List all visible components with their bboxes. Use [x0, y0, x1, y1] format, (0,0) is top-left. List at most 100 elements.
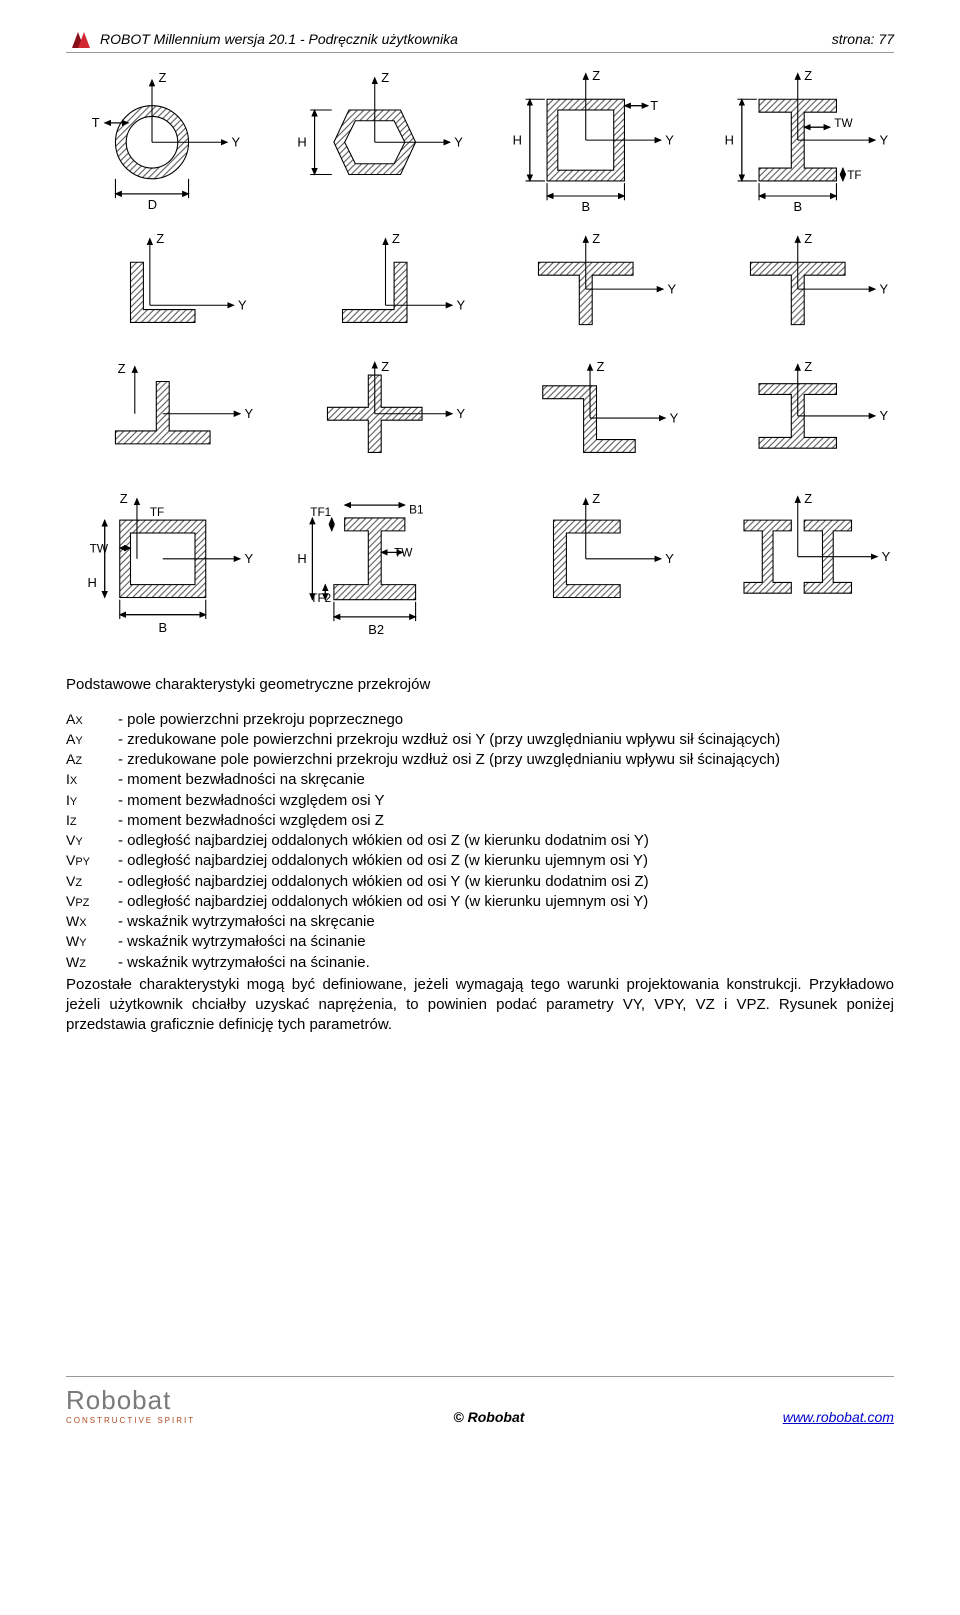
diagram-channel: ZY [489, 490, 683, 651]
svg-text:H: H [88, 575, 97, 590]
diagram-tee-b: ZY [701, 230, 895, 348]
definition-symbol: IY [66, 791, 118, 811]
svg-text:Y: Y [665, 132, 674, 147]
svg-text:TF1: TF1 [310, 505, 331, 519]
definition-row: AX- pole powierzchni przekroju poprzeczn… [66, 710, 894, 730]
footer-brand: Robobat CONSTRUCTIVE SPIRIT [66, 1383, 195, 1427]
svg-text:Y: Y [879, 132, 888, 147]
svg-text:Z: Z [391, 230, 399, 245]
diagram-tee-a: ZY [489, 230, 683, 348]
definition-row: AZ- zredukowane pole powierzchni przekro… [66, 750, 894, 770]
svg-text:Y: Y [232, 135, 241, 150]
svg-text:Z: Z [118, 361, 126, 376]
svg-text:TW: TW [834, 116, 853, 130]
definition-symbol: AZ [66, 750, 118, 770]
svg-text:Z: Z [597, 360, 605, 374]
definitions-list: AX- pole powierzchni przekroju poprzeczn… [66, 710, 894, 973]
definition-symbol: WY [66, 932, 118, 952]
definition-symbol: AY [66, 730, 118, 750]
svg-text:Z: Z [158, 70, 166, 85]
diagram-cross: ZY [278, 360, 472, 478]
svg-text:B: B [581, 199, 590, 214]
definition-text: - wskaźnik wytrzymałości na ścinanie [118, 932, 894, 952]
diagram-tee-up: ZY [66, 360, 260, 478]
definition-text: - moment bezwładności względem osi Y [118, 791, 894, 811]
section-title: Podstawowe charakterystyki geometryczne … [66, 675, 894, 695]
diagram-ibeam: Z Y TW TF H B [701, 67, 895, 218]
svg-text:Z: Z [804, 360, 812, 374]
svg-text:Y: Y [879, 408, 888, 423]
definition-row: IY- moment bezwładności względem osi Y [66, 791, 894, 811]
footer-link[interactable]: www.robobat.com [783, 1408, 894, 1427]
svg-text:Y: Y [881, 549, 890, 564]
svg-text:TF2: TF2 [310, 591, 331, 605]
svg-text:T: T [92, 115, 100, 130]
svg-text:Z: Z [592, 230, 600, 245]
page-number: strona: 77 [832, 30, 894, 49]
definition-symbol: WZ [66, 953, 118, 973]
diagram-angle-right: ZY [278, 230, 472, 348]
svg-text:Z: Z [804, 68, 812, 83]
definition-text: - zredukowane pole powierzchni przekroju… [118, 730, 894, 750]
doc-title: ROBOT Millennium wersja 20.1 - Podręczni… [100, 30, 458, 49]
definition-symbol: IZ [66, 811, 118, 831]
svg-text:H: H [297, 551, 306, 566]
svg-text:Y: Y [454, 135, 463, 150]
svg-text:B2: B2 [368, 622, 384, 637]
svg-text:TF: TF [847, 168, 861, 182]
definition-symbol: VY [66, 831, 118, 851]
definition-text: - moment bezwładności względem osi Z [118, 811, 894, 831]
definition-symbol: VPY [66, 851, 118, 871]
definition-text: - pole powierzchni przekroju poprzeczneg… [118, 710, 894, 730]
definition-symbol: IX [66, 770, 118, 790]
diagram-box-dim: ZY TF TW H B [66, 490, 260, 651]
page-footer: Robobat CONSTRUCTIVE SPIRIT © Robobat ww… [66, 1376, 894, 1427]
svg-text:Y: Y [667, 281, 676, 296]
svg-text:Y: Y [456, 297, 465, 312]
definition-symbol: VPZ [66, 892, 118, 912]
definition-row: WZ- wskaźnik wytrzymałości na ścinanie. [66, 953, 894, 973]
svg-text:Y: Y [879, 281, 888, 296]
diagram-ibeam-asym: TF1 B1 TW TF2 H B2 [278, 490, 472, 651]
diagram-double-i: ZY [701, 490, 895, 651]
svg-text:T: T [650, 98, 658, 113]
svg-text:Z: Z [381, 360, 389, 374]
diagram-angle-left: ZY [66, 230, 260, 348]
definition-text: - odległość najbardziej oddalonych włóki… [118, 872, 894, 892]
section-diagrams-grid: Z Y T D Z Y [66, 67, 894, 651]
page-header: ROBOT Millennium wersja 20.1 - Podręczni… [66, 28, 894, 53]
definition-row: VPZ- odległość najbardziej oddalonych wł… [66, 892, 894, 912]
definition-text: - odległość najbardziej oddalonych włóki… [118, 892, 894, 912]
svg-text:Y: Y [456, 406, 465, 421]
definition-text: - moment bezwładności na skręcanie [118, 770, 894, 790]
svg-text:TF: TF [150, 505, 164, 519]
definition-row: AY- zredukowane pole powierzchni przekro… [66, 730, 894, 750]
svg-text:H: H [297, 135, 306, 150]
svg-text:Y: Y [244, 551, 253, 566]
diagram-tube: Z Y T D [66, 67, 260, 218]
svg-text:H: H [513, 132, 522, 147]
svg-text:Z: Z [120, 491, 128, 506]
svg-text:B1: B1 [409, 503, 423, 517]
definition-row: IZ- moment bezwładności względem osi Z [66, 811, 894, 831]
definition-row: VZ- odległość najbardziej oddalonych włó… [66, 872, 894, 892]
diagram-hexagon: Z Y H [278, 67, 472, 218]
svg-text:Z: Z [381, 70, 389, 85]
svg-text:Y: Y [238, 297, 247, 312]
definition-row: WX- wskaźnik wytrzymałości na skręcanie [66, 912, 894, 932]
svg-text:Z: Z [592, 68, 600, 83]
brand-triangle-icon [66, 28, 92, 50]
svg-text:Z: Z [156, 230, 164, 245]
definition-row: VY- odległość najbardziej oddalonych włó… [66, 831, 894, 851]
footer-brand-tagline: CONSTRUCTIVE SPIRIT [66, 1416, 195, 1427]
svg-text:Z: Z [804, 491, 812, 506]
definition-symbol: VZ [66, 872, 118, 892]
diagram-ibeam-small: ZY [701, 360, 895, 478]
svg-text:H: H [724, 132, 733, 147]
svg-text:Z: Z [592, 491, 600, 506]
definition-symbol: AX [66, 710, 118, 730]
definition-text: - odległość najbardziej oddalonych włóki… [118, 851, 894, 871]
footer-copyright: © Robobat [453, 1408, 524, 1427]
definition-text: - wskaźnik wytrzymałości na skręcanie [118, 912, 894, 932]
svg-text:Y: Y [670, 410, 679, 425]
